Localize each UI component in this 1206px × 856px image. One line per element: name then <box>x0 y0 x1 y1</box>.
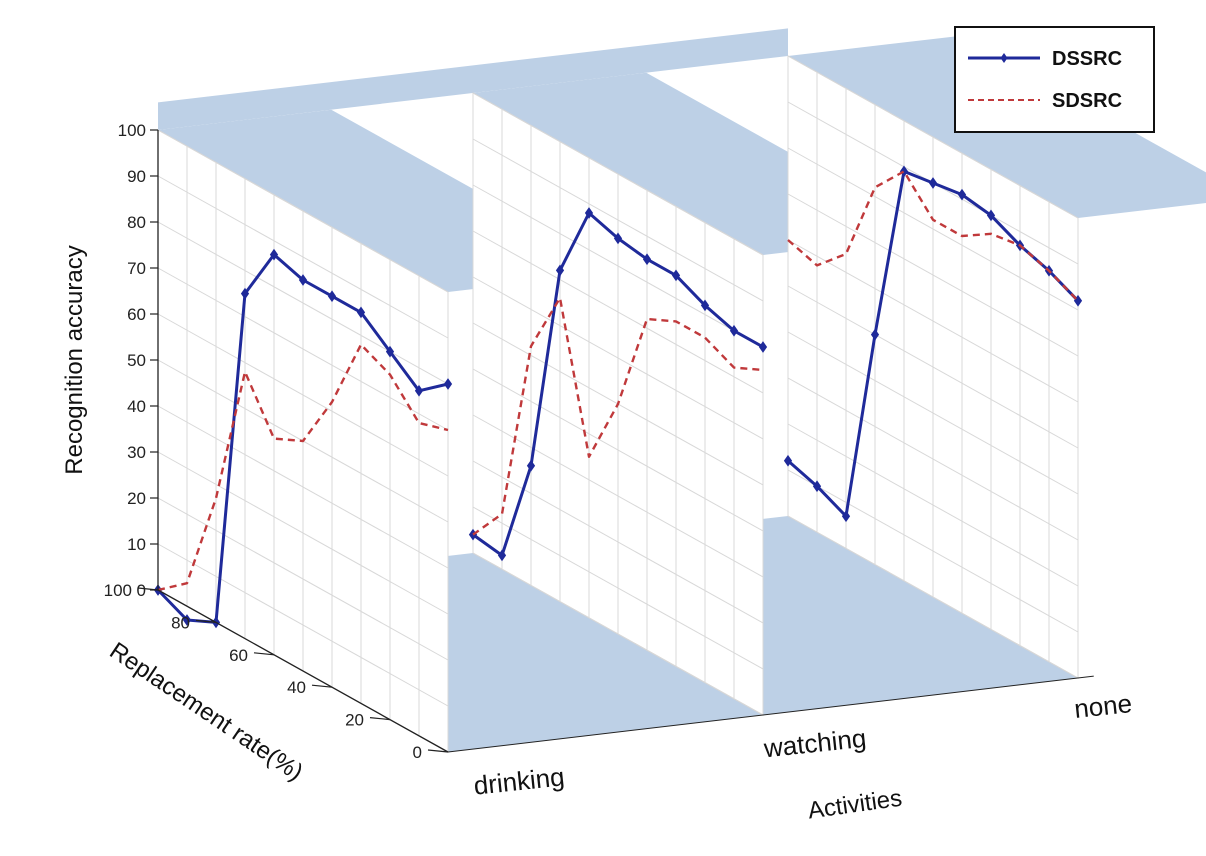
data-point-dssrc-watching-10 <box>758 341 768 353</box>
category-axis-line <box>447 675 1094 753</box>
x-tick-mark <box>369 717 391 721</box>
data-point-dssrc-none-2 <box>841 510 851 523</box>
legend: DSSRC SDSRC <box>954 26 1155 133</box>
data-point-dssrc-watching-5 <box>613 232 623 245</box>
y-tick-label-30: 30 <box>127 443 146 462</box>
axes-layer: 0 10 20 30 40 50 60 70 80 90 100 0 20 40 60 80 100 <box>104 121 1094 762</box>
data-point-dssrc-drinking-5 <box>298 274 308 286</box>
data-point-dssrc-watching-6 <box>642 253 652 266</box>
y-tick-label-80: 80 <box>127 213 146 232</box>
panel-layer <box>153 35 1206 753</box>
data-point-dssrc-drinking-3 <box>240 287 250 300</box>
y-tick-label-0: 0 <box>137 581 146 600</box>
back-wall-layer <box>158 28 788 130</box>
y-tick-label-10: 10 <box>127 535 146 554</box>
data-point-dssrc-watching-8 <box>700 299 710 312</box>
data-point-dssrc-drinking-6 <box>327 290 337 303</box>
category-label-watching: watching <box>761 723 867 764</box>
x-tick-label-80: 80 <box>171 613 190 632</box>
data-point-dssrc-watching-2 <box>526 459 536 472</box>
y-tick-label-60: 60 <box>127 305 146 324</box>
y-tick-label-100: 100 <box>118 121 146 140</box>
data-point-dssrc-watching-7 <box>671 269 681 282</box>
series-line-sdsrc-drinking <box>157 343 449 592</box>
back-wall <box>158 28 788 130</box>
x-axis-title: Replacement rate(%) <box>105 637 308 786</box>
data-point-dssrc-drinking-10 <box>443 378 453 390</box>
legend-label-dssrc: DSSRC <box>1052 48 1122 70</box>
y-axis-title: Recognition accuracy <box>61 245 88 474</box>
data-point-dssrc-none-6 <box>957 188 967 201</box>
data-point-dssrc-drinking-8 <box>385 345 395 358</box>
legend-marker-dssrc <box>1000 53 1008 63</box>
data-point-dssrc-watching-1 <box>497 549 507 562</box>
x-tick-label-20: 20 <box>345 711 364 730</box>
x-tick-mark <box>427 749 449 753</box>
x-tick-label-0: 0 <box>413 743 422 762</box>
x-tick-mark <box>195 619 217 623</box>
legend-box <box>954 26 1155 133</box>
y-tick-label-70: 70 <box>127 259 146 278</box>
data-point-dssrc-watching-4 <box>584 207 594 219</box>
y-tick-label-90: 90 <box>127 167 146 186</box>
x-tick-label-100: 100 <box>104 581 132 600</box>
y-tick-label-40: 40 <box>127 397 146 416</box>
data-point-dssrc-drinking-1 <box>182 614 192 626</box>
panel-none <box>783 35 1206 679</box>
data-point-dssrc-none-1 <box>812 480 822 493</box>
x-tick-mark <box>311 684 333 688</box>
data-point-dssrc-watching-9 <box>729 324 739 337</box>
legend-label-sdsrc: SDSRC <box>1052 90 1122 112</box>
series-line-sdsrc-watching <box>472 296 764 536</box>
series-line-sdsrc-none <box>787 170 1079 302</box>
x-tick-label-40: 40 <box>287 678 306 697</box>
data-point-dssrc-none-5 <box>928 177 938 189</box>
data-point-dssrc-none-3 <box>870 328 880 341</box>
data-point-dssrc-none-7 <box>986 209 996 222</box>
z-axis-title: Activities <box>806 785 904 825</box>
category-label-drinking: drinking <box>472 761 566 800</box>
data-point-dssrc-none-4 <box>899 165 909 178</box>
data-point-dssrc-none-0 <box>783 454 793 467</box>
data-point-dssrc-watching-3 <box>555 264 565 277</box>
y-tick-label-50: 50 <box>127 351 146 370</box>
x-tick-mark <box>137 587 159 591</box>
data-point-dssrc-drinking-9 <box>414 384 424 397</box>
x-axis-line <box>157 589 449 753</box>
x-tick-mark <box>253 652 275 656</box>
x-tick-label-60: 60 <box>229 646 248 665</box>
data-point-dssrc-drinking-4 <box>269 248 279 261</box>
data-point-dssrc-drinking-7 <box>356 306 366 319</box>
y-tick-label-20: 20 <box>127 489 146 508</box>
category-label-none: none <box>1073 688 1134 724</box>
